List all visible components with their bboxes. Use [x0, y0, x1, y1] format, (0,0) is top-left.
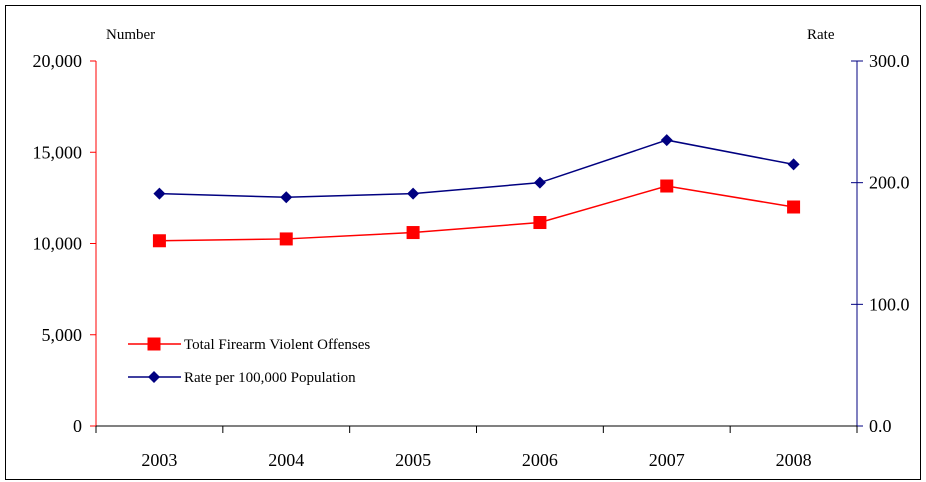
- data-point-marker: [787, 158, 800, 171]
- series-layer: [152, 134, 801, 248]
- data-point-marker: [279, 232, 293, 246]
- data-point-marker: [660, 134, 673, 147]
- right-axis-title: Rate: [807, 27, 835, 43]
- series-line-rate-per-100-000-population: [159, 139, 794, 199]
- x-axis-tick-label: 2006: [522, 450, 558, 470]
- x-axis-tick-label: 2004: [268, 450, 304, 470]
- right-axis-tick-label: 100.0: [869, 294, 910, 314]
- legend: Total Firearm Violent Offenses Rate per 1…: [128, 337, 370, 386]
- x-axis-tick-label: 2007: [649, 450, 685, 470]
- legend-marker: [148, 371, 160, 383]
- x-axis-tick-label: 2008: [776, 450, 812, 470]
- data-point-marker: [152, 234, 166, 248]
- chart-frame: 0 5,000 10,000 15,000 20,000 Number 0.0 100.0 2…: [5, 5, 921, 480]
- right-axis: 0.0 100.0 200.0 300.0 Rate: [807, 27, 910, 436]
- left-axis-tick-label: 10,000: [33, 234, 83, 254]
- right-axis-tick-label: 300.0: [869, 51, 910, 71]
- legend-label: Rate per 100,000 Population: [184, 370, 356, 386]
- series-line-total-firearm-violent-offenses: [159, 185, 794, 242]
- data-point-marker: [533, 216, 547, 230]
- left-axis: 0 5,000 10,000 15,000 20,000 Number: [33, 27, 156, 436]
- chart-canvas: 0 5,000 10,000 15,000 20,000 Number 0.0 100.0 2…: [33, 27, 910, 470]
- data-point-marker: [660, 179, 674, 193]
- left-axis-tick-label: 15,000: [33, 142, 83, 162]
- x-axis-tick-label: 2005: [395, 450, 431, 470]
- data-point-marker: [407, 187, 420, 200]
- left-axis-tick-label: 5,000: [42, 325, 83, 345]
- data-point-marker: [153, 187, 166, 200]
- data-point-marker: [787, 200, 801, 214]
- x-axis-tick-label: 2003: [141, 450, 177, 470]
- left-axis-title: Number: [106, 27, 155, 43]
- right-axis-tick-label: 0.0: [869, 416, 892, 436]
- data-point-marker: [533, 176, 546, 189]
- left-axis-tick-label: 0: [73, 416, 82, 436]
- legend-label: Total Firearm Violent Offenses: [184, 337, 370, 353]
- left-axis-tick-label: 20,000: [33, 51, 83, 71]
- data-point-marker: [280, 191, 293, 204]
- legend-marker: [147, 337, 161, 351]
- data-point-marker: [406, 226, 420, 240]
- x-axis: 2003 2004 2005 2006 2007 2008: [95, 425, 858, 470]
- right-axis-tick-label: 200.0: [869, 173, 910, 193]
